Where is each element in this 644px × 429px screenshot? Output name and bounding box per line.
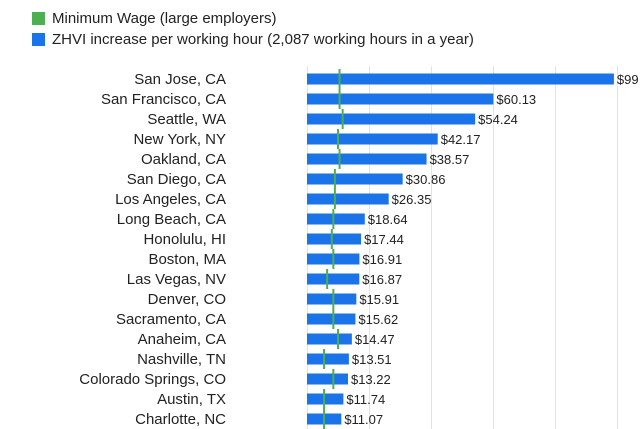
category-label: San Diego, CA bbox=[127, 171, 226, 188]
bar bbox=[307, 73, 614, 85]
bar bbox=[307, 113, 476, 125]
bar-value-label: $18.64 bbox=[368, 212, 408, 227]
legend: Minimum Wage (large employers) ZHVI incr… bbox=[32, 8, 474, 50]
legend-label-zhvi-increase: ZHVI increase per working hour (2,087 wo… bbox=[52, 30, 474, 48]
bar-value-label: $38.57 bbox=[430, 152, 470, 167]
category-label: New York, NY bbox=[133, 131, 226, 148]
bar bbox=[307, 353, 349, 365]
category-label: Colorado Springs, CO bbox=[79, 371, 226, 388]
bar-value-label: $17.44 bbox=[364, 232, 404, 247]
bar-value-label: $26.35 bbox=[392, 192, 432, 207]
bar bbox=[307, 373, 348, 385]
bar-value-label: $99 bbox=[617, 72, 639, 87]
category-label: San Francisco, CA bbox=[101, 91, 226, 108]
category-label: Sacramento, CA bbox=[116, 311, 226, 328]
bar-value-label: $13.51 bbox=[352, 352, 392, 367]
legend-label-minimum-wage: Minimum Wage (large employers) bbox=[52, 9, 277, 27]
bar bbox=[307, 293, 357, 305]
bar-value-label: $15.62 bbox=[358, 312, 398, 327]
bar bbox=[307, 193, 389, 205]
bar-value-label: $42.17 bbox=[441, 132, 481, 147]
bar-value-label: $30.86 bbox=[406, 172, 446, 187]
bar-value-label: $14.47 bbox=[355, 332, 395, 347]
bar-value-label: $13.22 bbox=[351, 372, 391, 387]
bar bbox=[307, 313, 356, 325]
category-label: Anaheim, CA bbox=[138, 331, 226, 348]
category-label: Boston, MA bbox=[148, 251, 226, 268]
bar bbox=[307, 93, 494, 105]
legend-swatch-zhvi-increase bbox=[32, 33, 45, 46]
category-label: Los Angeles, CA bbox=[115, 191, 226, 208]
bar-value-label: $11.74 bbox=[346, 392, 385, 407]
bar bbox=[307, 233, 362, 245]
bar-value-label: $11.07 bbox=[344, 412, 383, 427]
bar bbox=[307, 153, 427, 165]
bar-value-label: $16.87 bbox=[362, 272, 402, 287]
legend-item-minimum-wage: Minimum Wage (large employers) bbox=[32, 8, 474, 29]
category-label: Seattle, WA bbox=[147, 111, 226, 128]
category-label: Denver, CO bbox=[148, 291, 226, 308]
bar bbox=[307, 133, 438, 145]
bar-value-label: $54.24 bbox=[478, 112, 518, 127]
bar-value-label: $15.91 bbox=[359, 292, 399, 307]
bar-value-label: $60.13 bbox=[496, 92, 536, 107]
category-label: San Jose, CA bbox=[134, 71, 226, 88]
bar bbox=[307, 273, 360, 285]
bar bbox=[307, 333, 352, 345]
category-label: Honolulu, HI bbox=[143, 231, 226, 248]
category-label: Charlotte, NC bbox=[135, 411, 226, 428]
legend-item-zhvi-increase: ZHVI increase per working hour (2,087 wo… bbox=[32, 29, 474, 50]
bar bbox=[307, 173, 403, 185]
bar bbox=[307, 393, 344, 405]
category-label: Las Vegas, NV bbox=[127, 271, 226, 288]
category-label: Long Beach, CA bbox=[117, 211, 226, 228]
category-label: Austin, TX bbox=[157, 391, 226, 408]
bar-value-label: $16.91 bbox=[362, 252, 402, 267]
bar bbox=[307, 213, 365, 225]
category-label: Oakland, CA bbox=[141, 151, 226, 168]
legend-swatch-minimum-wage bbox=[32, 12, 45, 25]
category-label: Nashville, TN bbox=[137, 351, 226, 368]
